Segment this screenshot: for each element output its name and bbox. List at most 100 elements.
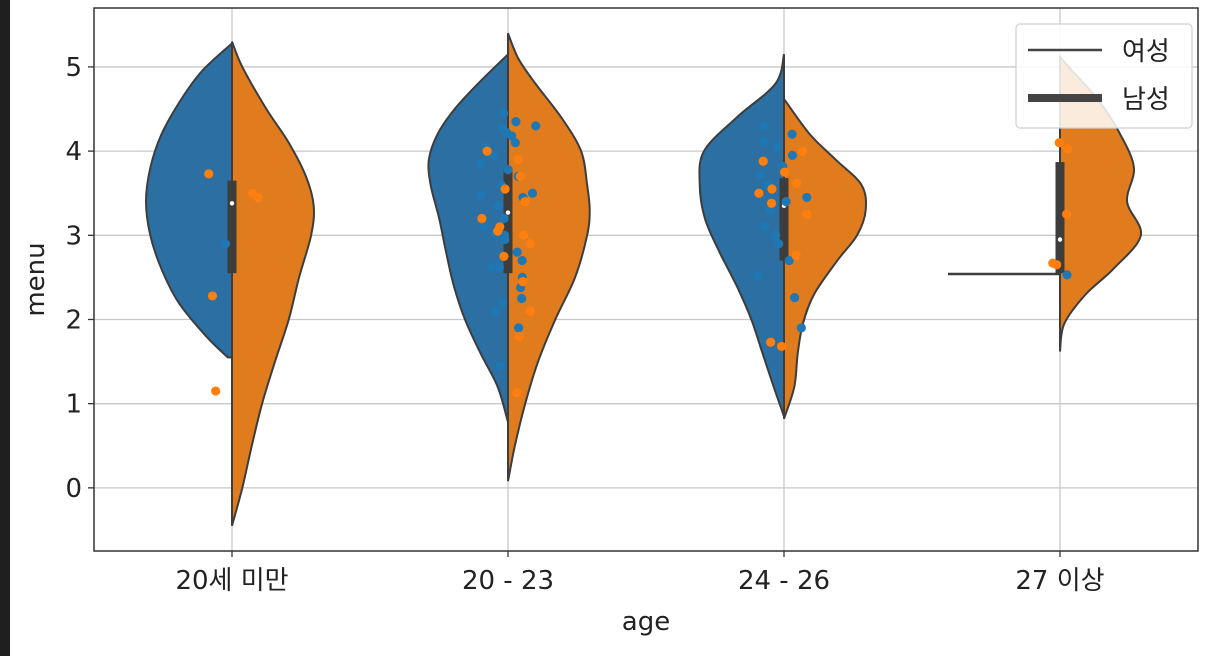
strip-point-male xyxy=(493,226,503,236)
strip-point-female xyxy=(790,293,800,303)
box-median xyxy=(229,201,235,206)
strip-point-female xyxy=(501,127,512,138)
box-iqr xyxy=(227,180,237,274)
strip-point-female xyxy=(517,255,527,266)
strip-point-male xyxy=(253,192,263,203)
x-tick-label: 24 - 26 xyxy=(738,566,830,596)
violin-male xyxy=(783,95,868,420)
box-iqr xyxy=(1055,162,1065,274)
strip-point-male xyxy=(1052,260,1062,270)
strip-point-female xyxy=(476,190,486,200)
strip-point-male xyxy=(792,178,802,188)
strip-point-male xyxy=(514,331,524,341)
y-tick-label: 0 xyxy=(65,474,82,504)
strip-point-female xyxy=(497,298,508,308)
strip-point-male xyxy=(500,184,510,194)
strip-point-female xyxy=(499,213,509,224)
strip-point-female xyxy=(787,129,797,139)
strip-point-female xyxy=(774,239,784,249)
strip-point-male xyxy=(791,250,801,261)
strip-point-female xyxy=(796,323,806,333)
strip-point-female xyxy=(517,293,527,304)
strip-point-female xyxy=(512,247,522,257)
strip-point-male xyxy=(207,291,218,301)
y-tick-label: 1 xyxy=(65,390,82,420)
strip-point-male xyxy=(512,388,522,398)
strip-point-female xyxy=(511,117,521,127)
strip-point-female xyxy=(752,271,763,281)
strip-point-male xyxy=(518,277,528,287)
strip-point-female xyxy=(500,234,510,245)
plot-frame xyxy=(93,7,1199,552)
x-tick-label: 27 이상 xyxy=(1015,566,1104,596)
strip-point-female xyxy=(759,136,769,146)
strip-point-male xyxy=(525,239,535,249)
strip-point-male xyxy=(477,213,487,224)
chart-canvas: 20세 미만 20 - 23 24 - 26 27 이상 0 1 2 3 4 5 age men… xyxy=(21,7,1199,637)
strip-point-female xyxy=(489,150,499,160)
strip-point-male xyxy=(525,306,536,316)
legend-label-male: 남성 xyxy=(1122,85,1170,115)
strip-point-female xyxy=(1062,270,1072,280)
strip-point-male xyxy=(1054,138,1064,148)
strip-point-female xyxy=(756,170,766,180)
y-tick-label: 3 xyxy=(65,221,82,251)
strip-point-male xyxy=(204,169,214,179)
strip-point-female xyxy=(494,262,505,272)
strip-point-female xyxy=(781,197,791,207)
strip-point-female xyxy=(787,150,798,160)
violin-female xyxy=(144,41,233,359)
strip-point-male xyxy=(754,188,764,198)
strip-point-female xyxy=(493,201,503,211)
strip-point-female xyxy=(802,192,812,203)
strip-point-female xyxy=(771,230,781,240)
box-median xyxy=(1057,237,1063,242)
strip-point-female xyxy=(760,222,770,232)
strip-point-female xyxy=(479,222,489,232)
strip-point-female xyxy=(490,306,500,316)
box-iqr xyxy=(779,178,789,261)
y-tick-labels: 0 1 2 3 4 5 xyxy=(65,53,94,504)
box-median xyxy=(505,210,511,215)
strip-point-male xyxy=(482,146,492,156)
y-tick-label: 5 xyxy=(65,53,82,83)
legend: 여성 남성 xyxy=(1015,23,1193,129)
strip-point-male xyxy=(766,198,777,208)
strip-point-female xyxy=(220,239,231,249)
strip-point-female xyxy=(499,108,509,118)
strip-point-male xyxy=(776,341,787,352)
x-tick-label: 20 - 23 xyxy=(462,566,554,596)
strip-point-female xyxy=(759,121,769,131)
violins xyxy=(144,32,1142,527)
strip-point-female xyxy=(495,361,506,371)
strip-point-male xyxy=(797,146,808,156)
violin-male xyxy=(231,41,316,527)
strip-point-male xyxy=(499,251,509,261)
strip-point-female xyxy=(476,159,486,169)
strip-point-male xyxy=(513,154,524,165)
x-axis-label: age xyxy=(622,607,670,637)
violin-male xyxy=(507,32,591,482)
strip-points xyxy=(204,108,1073,398)
strip-point-male xyxy=(779,167,790,177)
strip-point-female xyxy=(772,142,782,152)
violin-chart: 20세 미만 20 - 23 24 - 26 27 이상 0 1 2 3 4 5 age men… xyxy=(10,0,1228,656)
strip-point-female xyxy=(527,188,538,198)
strip-point-female xyxy=(503,165,513,175)
strip-point-female xyxy=(784,255,794,266)
strip-point-male xyxy=(766,337,776,347)
strip-point-male xyxy=(758,156,768,166)
strip-point-male xyxy=(1062,209,1072,219)
strip-point-male xyxy=(767,184,777,194)
strip-point-female xyxy=(531,121,541,131)
y-tick-label: 4 xyxy=(65,137,82,167)
strip-point-male xyxy=(520,197,530,207)
strip-point-female xyxy=(510,138,520,148)
y-axis-label: menu xyxy=(21,242,51,316)
strip-point-male xyxy=(802,209,812,219)
strip-point-male xyxy=(1062,143,1073,154)
strip-point-male xyxy=(211,386,221,396)
strip-point-male xyxy=(515,171,525,181)
strip-point-male xyxy=(518,230,529,240)
y-tick-label: 2 xyxy=(65,305,82,335)
